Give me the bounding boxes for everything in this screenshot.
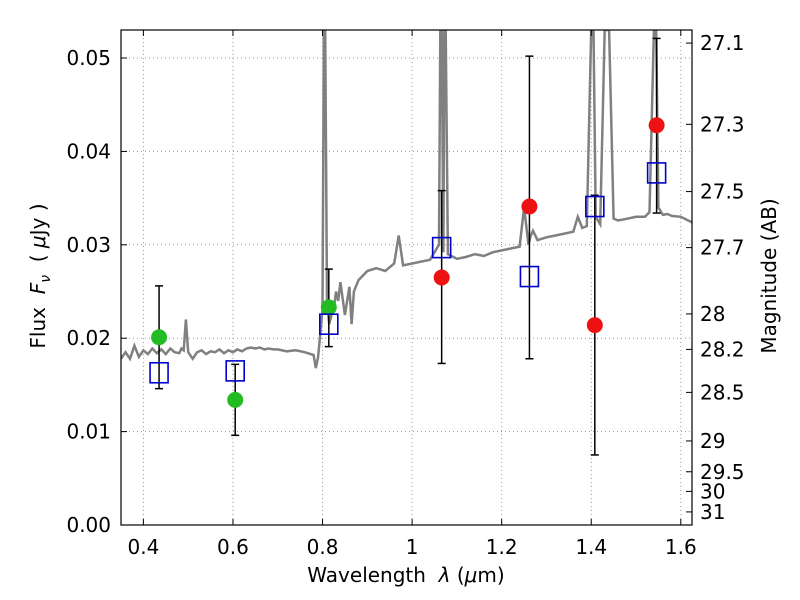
- red-circle-point: [433, 269, 450, 286]
- x-tick-label: 0.4: [127, 535, 159, 559]
- y-axis-title-f: F: [26, 282, 50, 294]
- blue-square-point: [318, 313, 339, 335]
- y-tick-label: 0.03: [66, 233, 111, 257]
- red-circle-point: [521, 198, 538, 215]
- y-axis-title: Flux Fν ( μJy ): [26, 203, 54, 348]
- y2-tick-label: 27.1: [700, 31, 745, 55]
- y-tick-label: 0.02: [66, 326, 111, 350]
- y-tick-label: 0.00: [66, 513, 111, 537]
- x-tick-label: 1.2: [486, 535, 518, 559]
- red-circle-point: [586, 317, 603, 334]
- blue-square-point: [225, 360, 245, 382]
- y-tick-label: 0.05: [66, 46, 111, 70]
- blue-square-point: [149, 361, 169, 384]
- y-axis-title-prefix: Flux: [26, 294, 50, 348]
- x-tick-label: 0.6: [217, 535, 249, 559]
- blue-square-point: [519, 265, 540, 288]
- x-axis-title-lambda: λ: [438, 563, 451, 587]
- y2-tick-label: 29: [700, 429, 725, 453]
- plot-frame: [120, 29, 693, 526]
- y2-tick-label: 28: [700, 302, 725, 326]
- x-tick-label: 1.4: [575, 535, 607, 559]
- model-spectrum-line: [121, 30, 692, 369]
- x-tick-label: 0.8: [307, 535, 339, 559]
- y2-tick-label: 27.7: [700, 236, 745, 260]
- y2-tick-label: 28.2: [700, 337, 745, 361]
- green-circle-point: [320, 299, 337, 316]
- y-tick-label: 0.04: [66, 139, 111, 163]
- spectrum-layer: [121, 30, 692, 369]
- y-axis-ticks: 0.00 0.01 0.02 0.03 0.04 0.05: [66, 46, 127, 537]
- y-tick-label: 0.01: [66, 420, 111, 444]
- green-circle-point: [227, 391, 244, 408]
- y-axis-title-mid: (: [26, 248, 50, 275]
- x-tick-label: 1: [406, 535, 419, 559]
- x-axis-title-open: (: [451, 563, 465, 587]
- y2-tick-label: 27.5: [700, 180, 745, 204]
- y2-axis-title: Magnitude (AB): [757, 198, 781, 353]
- y2-tick-label: 29.5: [700, 460, 745, 484]
- error-bars: [155, 37, 661, 456]
- y-axis-title-unit: Jy ): [26, 203, 50, 237]
- x-axis-title-mu: μ: [464, 563, 478, 587]
- x-tick-label: 1.6: [665, 535, 697, 559]
- x-axis-title-prefix: Wavelength: [307, 563, 438, 587]
- y2-tick-label: 30: [700, 479, 725, 503]
- y-axis-title-sub: ν: [38, 275, 54, 283]
- y-axis-title-mu: μ: [26, 235, 50, 249]
- red-circle-point: [648, 117, 665, 134]
- x-axis-title: Wavelength λ (μm): [307, 563, 504, 587]
- x-axis-ticks: 0.4 0.6 0.8 1 1.2 1.4 1.6: [127, 30, 697, 559]
- green-circle-point: [151, 329, 168, 346]
- grid-lines: [121, 30, 692, 526]
- data-markers: [149, 117, 667, 408]
- blue-square-point: [431, 236, 452, 259]
- blue-square-point: [646, 162, 667, 184]
- y2-tick-label: 31: [700, 500, 725, 524]
- y2-tick-label: 28.5: [700, 380, 745, 404]
- y2-tick-label: 27.3: [700, 112, 745, 136]
- x-axis-title-unit: m): [477, 563, 504, 587]
- blue-square-point: [585, 195, 605, 218]
